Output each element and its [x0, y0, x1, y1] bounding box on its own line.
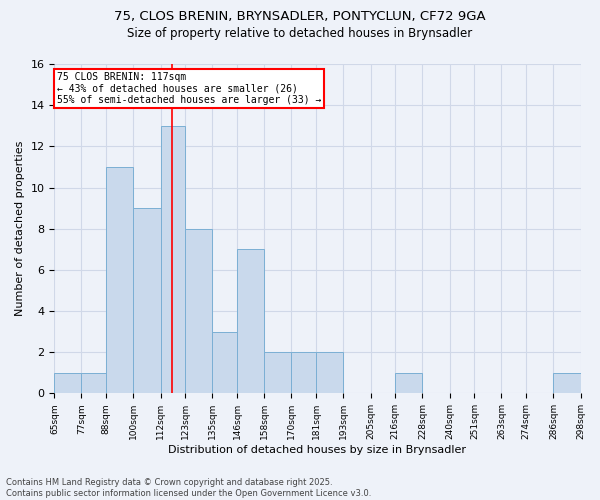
Text: Contains HM Land Registry data © Crown copyright and database right 2025.
Contai: Contains HM Land Registry data © Crown c… — [6, 478, 371, 498]
Bar — [316, 352, 343, 394]
Bar — [82, 373, 106, 394]
Bar — [161, 126, 185, 394]
Bar — [292, 352, 316, 394]
Bar — [212, 332, 237, 394]
Bar — [55, 373, 82, 394]
Text: 75, CLOS BRENIN, BRYNSADLER, PONTYCLUN, CF72 9GA: 75, CLOS BRENIN, BRYNSADLER, PONTYCLUN, … — [114, 10, 486, 23]
Text: Size of property relative to detached houses in Brynsadler: Size of property relative to detached ho… — [127, 28, 473, 40]
Bar — [185, 228, 212, 394]
Bar — [265, 352, 292, 394]
Bar — [553, 373, 581, 394]
Bar — [237, 250, 265, 394]
Text: 75 CLOS BRENIN: 117sqm
← 43% of detached houses are smaller (26)
55% of semi-det: 75 CLOS BRENIN: 117sqm ← 43% of detached… — [56, 72, 321, 106]
X-axis label: Distribution of detached houses by size in Brynsadler: Distribution of detached houses by size … — [169, 445, 466, 455]
Bar — [106, 167, 133, 394]
Bar — [133, 208, 161, 394]
Y-axis label: Number of detached properties: Number of detached properties — [15, 141, 25, 316]
Bar — [395, 373, 422, 394]
